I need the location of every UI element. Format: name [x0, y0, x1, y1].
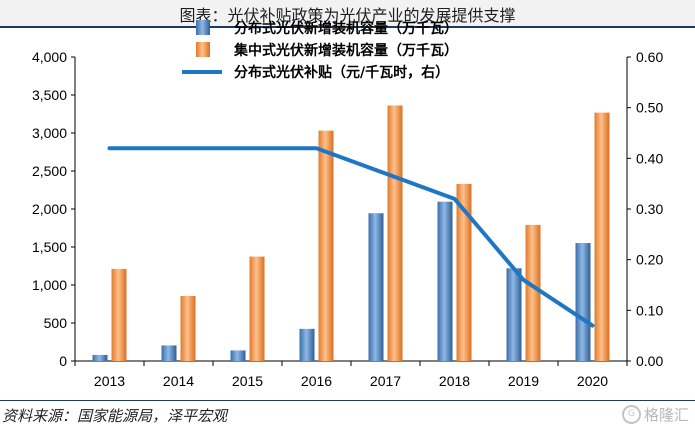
bar-centralized [387, 105, 403, 361]
bar-centralized [594, 112, 610, 361]
bar-distributed [230, 350, 246, 361]
bar-distributed [437, 201, 453, 361]
bar-distributed [161, 345, 177, 361]
x-tick-label: 2019 [508, 373, 539, 389]
y-right-tick-label: 0.20 [636, 252, 663, 268]
bottom-rule [0, 400, 695, 401]
y-left-tick-label: 500 [44, 315, 68, 331]
y-left-tick-label: 1,000 [32, 277, 67, 293]
subsidy-line-path [107, 146, 595, 328]
watermark-logo-icon: G [621, 405, 641, 424]
bar-distributed [299, 328, 315, 361]
axes: 0 500 1,000 1,500 2,000 2,500 3,000 3,500 4,000 0… [32, 49, 664, 389]
title-bar [0, 0, 695, 26]
x-tick-label: 2013 [94, 373, 125, 389]
x-tick-label: 2017 [370, 373, 401, 389]
bar-centralized [111, 268, 127, 361]
y-left-tick-label: 2,500 [32, 163, 67, 179]
bar-distributed [368, 213, 384, 361]
y-left-tick-label: 0 [59, 353, 67, 369]
y-right-tick-label: 0.10 [636, 302, 663, 318]
y-left-tick-label: 4,000 [32, 49, 67, 65]
bar-distributed [506, 268, 522, 361]
y-right-tick-label: 0.60 [636, 49, 663, 65]
bar-centralized [249, 256, 265, 361]
bar-centralized [525, 224, 541, 361]
legend-label: 集中式光伏新增装机容量（万千瓦） [233, 42, 458, 59]
y-left-tick-label: 1,500 [32, 239, 67, 255]
y-right-tick-label: 0.50 [636, 100, 663, 116]
x-tick-label: 2020 [577, 373, 608, 389]
legend-swatch-distributed [196, 20, 210, 35]
x-tick-label: 2014 [163, 373, 194, 389]
subsidy-line [107, 146, 595, 328]
y-left-tick-label: 3,000 [32, 125, 67, 141]
bar-centralized [456, 183, 472, 361]
bar-centralized [318, 130, 334, 361]
y-right-tick-label: 0.30 [636, 201, 663, 217]
legend-label: 分布式光伏补贴（元/千瓦时，右） [234, 64, 449, 81]
legend: 分布式光伏新增装机容量（万千瓦） 集中式光伏新增装机容量（万千瓦） 分布式光伏补贴（… [182, 20, 458, 81]
watermark-text: 格隆汇 [643, 406, 689, 424]
bar-distributed [575, 243, 591, 361]
chart-title: 图表：光伏补贴政策为光伏产业的发展提供支撑 [179, 6, 516, 25]
x-tick-label: 2016 [301, 373, 332, 389]
x-tick-label: 2018 [439, 373, 470, 389]
top-rule [0, 26, 695, 28]
chart-area: 0 500 1,000 1,500 2,000 2,500 3,000 3,500 4,000 0… [32, 20, 664, 389]
watermark: G 格隆汇 [621, 404, 689, 425]
y-left-tick-label: 3,500 [32, 87, 67, 103]
bar-centralized [180, 296, 196, 361]
source-note: 资料来源：国家能源局，泽平宏观 [2, 407, 228, 425]
bars [92, 105, 610, 361]
legend-swatch-centralized [196, 42, 210, 57]
y-left-tick-label: 2,000 [32, 201, 67, 217]
legend-label: 分布式光伏新增装机容量（万千瓦） [234, 20, 458, 37]
y-right-tick-label: 0.40 [636, 150, 663, 166]
x-tick-label: 2015 [232, 373, 263, 389]
y-right-tick-label: 0.00 [636, 353, 663, 369]
bar-distributed [92, 354, 108, 361]
